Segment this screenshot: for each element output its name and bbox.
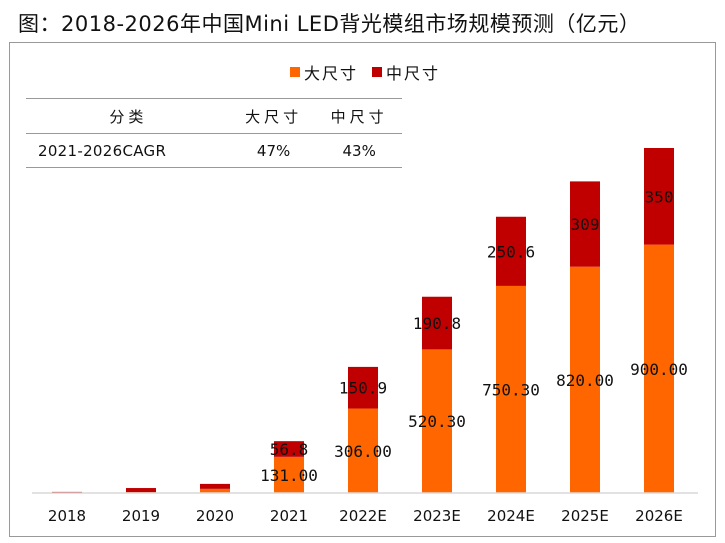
x-tick-label: 2023E [413, 507, 461, 525]
header-category: 分类 [26, 98, 231, 134]
labels-group: 2018 2019 2020 2021 131.00 56.8 2022E 306.00 150… [48, 187, 688, 525]
bar-large-2024E [496, 285, 526, 493]
data-label-large: 520.30 [408, 412, 466, 431]
x-tick-label: 2024E [487, 507, 535, 525]
legend-item-large: 大尺寸 [290, 60, 358, 84]
data-label-medium: 250.6 [487, 242, 535, 261]
x-tick-label: 2025E [561, 507, 609, 525]
bar-medium-2022E [348, 366, 378, 409]
bar-large-2023E [422, 349, 452, 493]
cagr-row-label: 2021-2026CAGR [26, 133, 231, 168]
bar-medium-2024E [496, 216, 526, 286]
data-label-large: 820.00 [556, 371, 614, 390]
data-label-medium: 56.8 [270, 440, 309, 459]
x-tick-label: 2019 [122, 507, 160, 525]
bar-large-2025E [570, 266, 600, 493]
bar-medium-2023E [422, 296, 452, 350]
legend-swatch-medium [372, 67, 383, 77]
bars-group [52, 148, 674, 493]
cagr-large-value: 47% [230, 133, 317, 168]
legend-swatch-large [290, 67, 300, 77]
legend-item-medium: 中尺寸 [372, 60, 440, 84]
bar-large-2021 [274, 456, 304, 493]
legend-label-medium: 中尺寸 [386, 64, 441, 83]
bar-large-2022E [348, 408, 378, 493]
data-label-medium: 150.9 [339, 379, 387, 398]
legend: 大尺寸 中尺寸 [290, 60, 440, 84]
data-label-large: 750.30 [482, 380, 540, 399]
cagr-header-row: 分类 大尺寸 中尺寸 [26, 98, 402, 134]
header-medium: 中尺寸 [316, 98, 402, 134]
bar-medium-2026E [644, 148, 674, 245]
header-large: 大尺寸 [230, 98, 317, 134]
x-tick-label: 2020 [196, 507, 234, 525]
bar-large-2026E [644, 244, 674, 493]
chart-title: 图：2018-2026年中国Mini LED背光模组市场规模预测（亿元） [18, 12, 641, 36]
data-label-large: 900.00 [630, 360, 688, 379]
x-tick-label: 2026E [635, 507, 683, 525]
chart-frame [9, 42, 716, 537]
legend-label-large: 大尺寸 [304, 64, 359, 83]
data-label-large: 306.00 [334, 442, 392, 461]
data-label-medium: 309 [571, 215, 600, 234]
x-tick-label: 2021 [270, 507, 308, 525]
data-label-medium: 350 [645, 187, 674, 206]
x-tick-label: 2018 [48, 507, 86, 525]
bar-medium-2019 [126, 488, 156, 493]
bar-medium-2025E [570, 181, 600, 267]
cagr-row: 2021-2026CAGR 47% 43% [26, 133, 402, 168]
data-label-medium: 190.8 [413, 314, 461, 333]
x-tick-label: 2022E [339, 507, 387, 525]
bar-medium-2021 [274, 441, 304, 457]
data-label-large: 131.00 [260, 466, 318, 485]
bar-medium-2020 [200, 483, 230, 489]
cagr-medium-value: 43% [316, 133, 402, 168]
bar-large-2020 [200, 488, 230, 493]
cagr-table: 分类 大尺寸 中尺寸 2021-2026CAGR 47% 43% [26, 98, 402, 168]
